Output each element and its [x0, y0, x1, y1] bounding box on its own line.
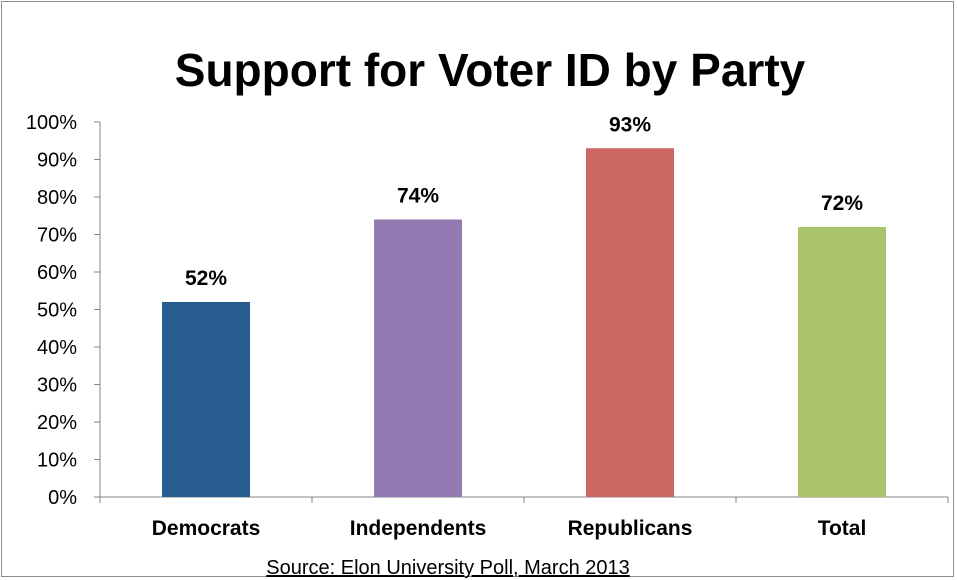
- data-label-republicans: 93%: [609, 113, 651, 136]
- bar-independents: [374, 219, 462, 497]
- bar-democrats: [162, 302, 250, 497]
- chart-bars: [162, 148, 886, 497]
- bar-republicans: [586, 148, 674, 497]
- data-label-democrats: 52%: [185, 267, 227, 290]
- bar-total: [798, 227, 886, 497]
- source-note: Source: Elon University Poll, March 2013: [266, 557, 630, 579]
- y-tick-label: 100%: [26, 112, 77, 134]
- y-tick-label: 70%: [37, 225, 77, 247]
- y-tick-label: 60%: [37, 262, 77, 284]
- y-tick-label: 90%: [37, 150, 77, 172]
- y-tick-label: 40%: [37, 337, 77, 359]
- chart-labels: 0% 10% 20% 30% 40% 50% 60% 70% 80% 90% 100% 52% Demo…: [26, 112, 866, 540]
- y-tick-label: 10%: [37, 450, 77, 472]
- data-label-independents: 74%: [397, 185, 439, 208]
- y-tick-label: 50%: [37, 300, 77, 322]
- category-label-independents: Independents: [350, 517, 487, 540]
- y-tick-label: 20%: [37, 412, 77, 434]
- y-tick-label: 30%: [37, 375, 77, 397]
- category-label-democrats: Democrats: [152, 517, 261, 540]
- chart-title: Support for Voter ID by Party: [175, 44, 806, 96]
- y-tick-label: 0%: [48, 487, 77, 509]
- y-tick-label: 80%: [37, 187, 77, 209]
- data-label-total: 72%: [821, 192, 863, 215]
- category-label-total: Total: [818, 517, 867, 540]
- category-label-republicans: Republicans: [568, 517, 693, 540]
